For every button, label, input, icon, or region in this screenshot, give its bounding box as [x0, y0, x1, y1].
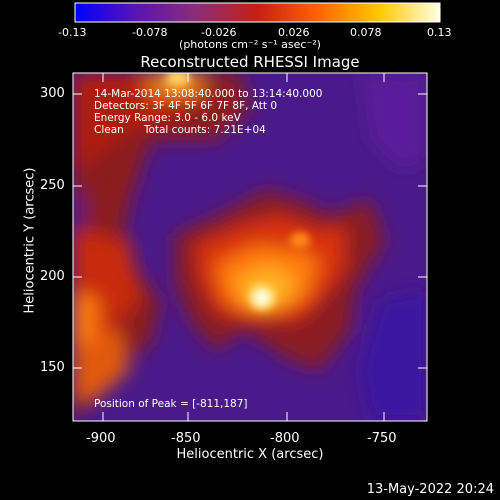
y-tick-label: 250 — [40, 178, 65, 193]
y-tick-label: 200 — [40, 269, 65, 284]
y-axis-label: Heliocentric Y (arcsec) — [22, 167, 38, 314]
x-tick-label: -900 — [86, 431, 116, 446]
colorbar-tick-label: 0.026 — [278, 26, 310, 39]
page-title: Reconstructed RHESSI Image — [140, 53, 360, 71]
plot-frame — [72, 72, 428, 422]
colorbar-tick-label: 0.078 — [350, 26, 382, 39]
x-axis-label: Heliocentric X (arcsec) — [176, 447, 324, 462]
colorbar-tick-label: 0.13 — [427, 26, 452, 39]
timestamp: 13-May-2022 20:24 — [366, 482, 494, 497]
image-canvas — [73, 73, 427, 421]
x-tick-label: -850 — [171, 431, 201, 446]
colorbar — [74, 2, 441, 23]
y-tick-label: 150 — [40, 360, 65, 375]
axis-ticks — [73, 73, 427, 421]
peak-position-label: Position of Peak = [-811,187] — [94, 398, 248, 410]
colorbar-tick-label: -0.078 — [132, 26, 168, 39]
x-tick-label: -800 — [270, 431, 300, 446]
y-tick-label: 300 — [40, 86, 65, 101]
colorbar-tick-label: -0.13 — [58, 26, 87, 39]
colorbar-units: (photons cm⁻² s⁻¹ asec⁻²) — [179, 38, 321, 51]
info-line: Energy Range: 3.0 - 6.0 keV — [94, 112, 241, 124]
info-line: Clean Total counts: 7.21E+04 — [94, 124, 266, 136]
info-line: 14-Mar-2014 13:08:40.000 to 13:14:40.000 — [94, 88, 323, 100]
info-line: Detectors: 3F 4F 5F 6F 7F 8F, Att 0 — [94, 100, 278, 112]
colorbar-tick-label: -0.026 — [201, 26, 237, 39]
x-tick-label: -750 — [367, 431, 397, 446]
